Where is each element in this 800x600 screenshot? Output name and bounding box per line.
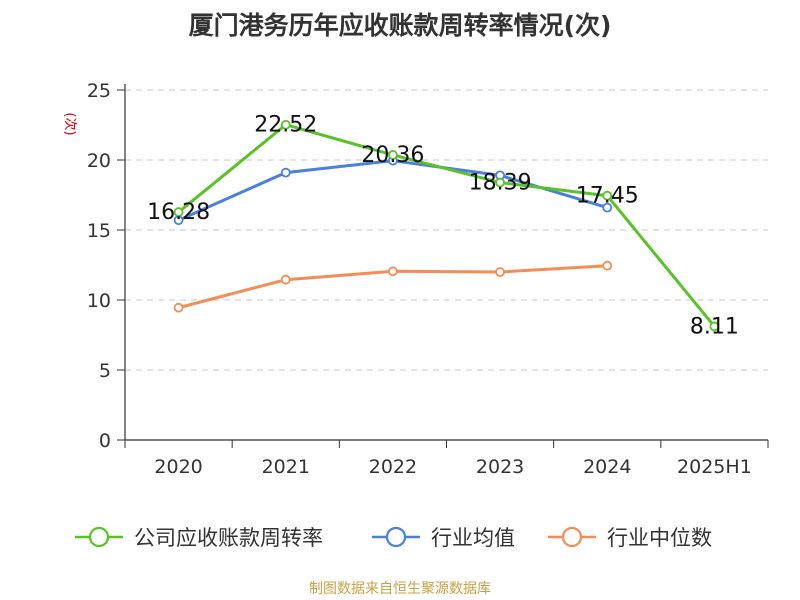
data-label: 8.11 bbox=[690, 314, 739, 339]
series-layer bbox=[173, 119, 720, 332]
data-point[interactable] bbox=[495, 177, 505, 188]
series-line bbox=[177, 159, 608, 222]
data-label: 20.36 bbox=[361, 143, 424, 168]
data-point[interactable] bbox=[602, 190, 613, 201]
legend-item[interactable]: 行业中位数 bbox=[548, 526, 712, 550]
data-label: 18.39 bbox=[469, 171, 532, 196]
y-tick-label: 10 bbox=[87, 290, 111, 312]
x-tick-label: 2023 bbox=[476, 456, 524, 478]
legend-marker-icon bbox=[561, 526, 583, 548]
y-tick-label: 20 bbox=[87, 150, 111, 172]
data-point[interactable] bbox=[280, 167, 291, 178]
data-point[interactable] bbox=[388, 150, 398, 160]
legend-label: 行业中位数 bbox=[607, 526, 712, 550]
series-line bbox=[177, 123, 716, 328]
x-tick-label: 2020 bbox=[154, 456, 202, 478]
y-axis-unit-label: (次) bbox=[62, 112, 78, 135]
x-tick-label: 2025H1 bbox=[677, 456, 752, 478]
source-note: 制图数据来自恒生聚源数据库 bbox=[309, 581, 491, 597]
chart-title: 厦门港务历年应收账款周转率情况(次) bbox=[188, 11, 612, 40]
y-tick-label: 0 bbox=[99, 430, 111, 452]
grid-layer bbox=[125, 89, 768, 371]
data-point[interactable] bbox=[495, 267, 505, 277]
data-label-layer: 16.28 22.52 20.36 18.39 17.45 8.11 bbox=[147, 113, 739, 340]
data-point[interactable] bbox=[388, 266, 398, 277]
data-label: 17.45 bbox=[576, 184, 639, 209]
data-point[interactable] bbox=[602, 260, 613, 271]
x-tick-label: 2022 bbox=[369, 456, 417, 478]
legend-marker-icon bbox=[88, 526, 110, 548]
data-point[interactable] bbox=[280, 119, 291, 130]
data-label: 16.28 bbox=[147, 200, 210, 225]
y-tick-label: 15 bbox=[87, 220, 111, 242]
data-point[interactable] bbox=[280, 274, 291, 285]
legend-marker-icon bbox=[385, 526, 407, 548]
legend[interactable]: 公司应收账款周转率 行业均值 行业中位数 bbox=[75, 526, 712, 550]
axis-layer: 0 5 10 15 20 25 2020 2021 2022 2023 2024 2025H1 bbox=[87, 80, 769, 478]
y-tick-label: 25 bbox=[87, 80, 111, 102]
data-point[interactable] bbox=[709, 321, 720, 332]
data-point[interactable] bbox=[173, 302, 184, 313]
y-tick-label: 5 bbox=[99, 360, 111, 382]
x-tick-label: 2024 bbox=[583, 456, 631, 478]
x-tick-label: 2021 bbox=[262, 456, 310, 478]
data-point[interactable] bbox=[173, 207, 184, 217]
legend-item[interactable]: 行业均值 bbox=[372, 526, 515, 550]
data-point[interactable] bbox=[602, 202, 613, 213]
legend-label: 行业均值 bbox=[431, 526, 515, 550]
legend-label: 公司应收账款周转率 bbox=[134, 526, 323, 550]
legend-item[interactable]: 公司应收账款周转率 bbox=[75, 526, 323, 550]
data-label: 22.52 bbox=[254, 113, 317, 138]
